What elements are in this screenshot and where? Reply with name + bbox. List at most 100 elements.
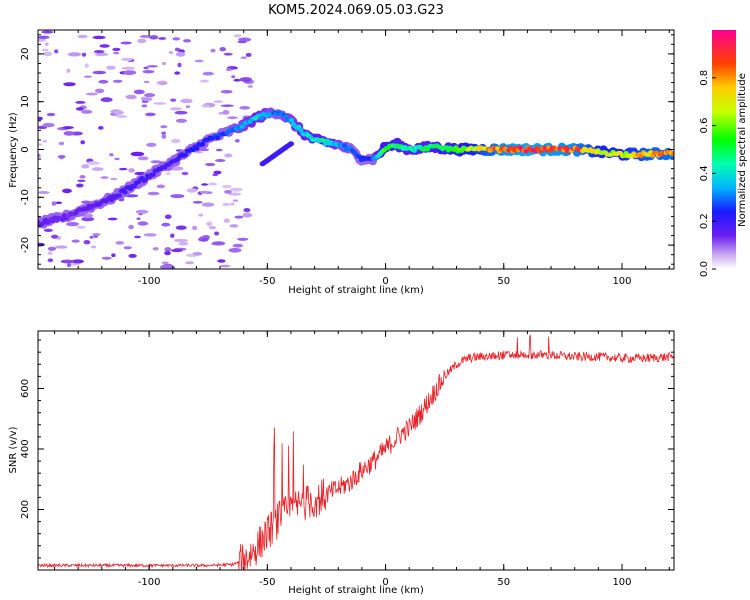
spectrogram-noise-cell	[66, 68, 71, 73]
spectrogram-noise-cell	[80, 140, 85, 145]
spectrogram-noise-cell	[92, 233, 101, 236]
spectrogram-ridge-cell	[341, 143, 347, 148]
spectrogram-noise-cell	[243, 208, 251, 213]
spectrogram-ridge-cell	[131, 184, 138, 189]
spectrogram-noise-cell	[177, 62, 182, 68]
spectrogram-noise-cell	[147, 191, 160, 196]
spectrogram-noise-cell	[164, 247, 172, 252]
y-tick-label: 10	[20, 95, 31, 108]
spectrogram-noise-cell	[192, 225, 198, 231]
spectrogram-x-label: Height of straight line (km)	[288, 285, 424, 296]
spectrogram-noise-cell	[213, 100, 224, 103]
spectrogram-noise-cell	[165, 172, 171, 176]
snr-x-label: Height of straight line (km)	[288, 585, 424, 596]
spectrogram-noise-cell	[146, 142, 157, 147]
spectrogram-noise-cell	[54, 49, 59, 54]
spectrogram-noise-cell	[161, 62, 166, 65]
spectrogram-noise-cell	[75, 100, 86, 104]
spectrogram-ridge-cell	[122, 190, 128, 195]
spectrogram-noise-cell	[42, 122, 55, 128]
spectrogram-noise-cell	[208, 226, 216, 230]
spectrogram-noise-cell	[219, 264, 231, 268]
spectrogram-noise-cell	[207, 182, 218, 186]
spectrogram-noise-cell	[145, 112, 156, 117]
spectrogram-noise-cell	[98, 126, 104, 130]
spectrogram-noise-cell	[243, 79, 251, 83]
spectrogram-noise-cell	[92, 35, 106, 40]
spectrogram-noise-cell	[44, 42, 49, 46]
spectrogram-noise-cell	[100, 176, 109, 179]
spectrogram-noise-cell	[222, 110, 230, 115]
spectrogram-noise-cell	[54, 245, 68, 249]
spectrogram-noise-cell	[82, 213, 93, 218]
snr-y-label: SNR (v/v)	[8, 426, 19, 473]
spectrogram-noise-cell	[89, 235, 94, 239]
spectrogram-noise-cell	[150, 160, 162, 164]
spectrogram-noise-cell	[42, 51, 53, 57]
spectrogram-noise-cell	[55, 201, 62, 205]
spectrogram-noise-cell	[156, 184, 165, 189]
spectrogram-noise-cell	[170, 138, 181, 144]
snr-frame	[37, 330, 675, 571]
spectrogram-noise-cell	[230, 187, 243, 192]
spectrogram-noise-cell	[194, 59, 204, 63]
figure-title: KOM5.2024.069.05.03.G23	[268, 3, 444, 18]
spectrogram-noise-cell	[227, 116, 238, 119]
spectrogram-noise-cell	[202, 71, 214, 76]
spectrogram-noise-cell	[237, 40, 247, 44]
spectrogram-noise-cell	[216, 148, 223, 152]
spectrogram-noise-cell	[135, 209, 149, 214]
colorbar-tick-label: 0.4	[699, 165, 710, 181]
spectrogram-noise-cell	[212, 173, 219, 177]
spectrogram-noise-cell	[94, 88, 105, 94]
spectrogram-noise-cell	[101, 256, 112, 260]
spectrogram-noise-cell	[175, 51, 186, 57]
spectrogram-x-ticks: -100 -50 0 50 100	[54, 30, 670, 287]
spectrogram-noise-cell	[67, 263, 72, 268]
spectrogram-ridge-cell	[670, 151, 674, 157]
spectrogram-noise-cell	[81, 216, 95, 222]
spectrogram-ridge-cell	[194, 146, 200, 151]
spectrogram-noise-cell	[111, 253, 116, 257]
spectrogram-noise-cell	[77, 34, 88, 39]
spectrogram-noise-cell	[46, 112, 56, 117]
spectrogram-noise-cell	[228, 192, 242, 196]
spectrogram-noise-cell	[164, 251, 171, 256]
spectrogram-noise-cell	[231, 75, 236, 79]
spectrogram-ridge-cell	[258, 115, 264, 121]
spectrogram-ridge-cell	[296, 124, 302, 130]
spectrogram-noise-cell	[142, 70, 155, 74]
y-tick-label: -10	[20, 189, 31, 205]
spectrogram-noise-cell	[112, 47, 121, 52]
y-tick-label: 600	[20, 379, 31, 398]
spectrogram-noise-cell	[51, 234, 59, 239]
spectrogram-noise-cell	[164, 214, 172, 220]
spectrogram-noise-cell	[170, 233, 175, 238]
spectrogram-noise-cell	[225, 68, 232, 72]
x-tick-label: -100	[138, 577, 161, 588]
spectrogram-noise-cell	[62, 188, 72, 194]
spectrogram-noise-cell	[229, 224, 239, 228]
spectrogram-noise-cell	[128, 253, 137, 258]
spectrogram-noise-cell	[239, 106, 251, 110]
spectrogram-noise-cell	[205, 162, 216, 167]
spectrogram-ridge-cell	[200, 142, 206, 147]
spectrogram-noise-cell	[121, 66, 135, 70]
spectrogram-noise-cell	[153, 102, 167, 105]
spectrogram-noise-cell	[91, 167, 104, 171]
colorbar-ticks: 0.0 0.2 0.4 0.6 0.8	[699, 70, 716, 277]
spectrogram-noise-cell	[161, 261, 169, 265]
spectrogram-noise-cell	[201, 183, 209, 186]
spectrogram-noise-cell	[158, 37, 167, 40]
spectrogram-noise-cell	[169, 107, 182, 111]
spectrogram-noise-cell	[217, 259, 226, 263]
spectrogram-noise-cell	[38, 153, 41, 158]
spectrogram-noise-cell	[123, 246, 132, 250]
spectrogram-noise-cell	[219, 47, 226, 52]
spectrogram-noise-cell	[83, 240, 91, 245]
spectrogram-ridge-cell	[143, 177, 149, 182]
spectrogram-noise-cell	[125, 94, 137, 100]
spectrogram-noise-cell	[199, 236, 204, 241]
spectrogram-noise-cell	[41, 30, 54, 34]
